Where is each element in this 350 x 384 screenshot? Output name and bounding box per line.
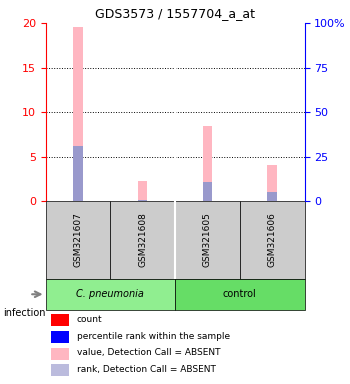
Bar — [267, 165, 277, 201]
Text: percentile rank within the sample: percentile rank within the sample — [77, 332, 230, 341]
Text: GSM321607: GSM321607 — [74, 213, 82, 267]
Text: GSM321605: GSM321605 — [203, 213, 212, 267]
FancyBboxPatch shape — [175, 279, 304, 310]
FancyBboxPatch shape — [46, 201, 110, 279]
FancyBboxPatch shape — [110, 201, 175, 279]
Text: count: count — [77, 315, 102, 324]
Text: GSM321608: GSM321608 — [138, 213, 147, 267]
Text: control: control — [223, 289, 257, 299]
Bar — [267, 192, 277, 201]
Bar — [73, 146, 83, 201]
Title: GDS3573 / 1557704_a_at: GDS3573 / 1557704_a_at — [95, 7, 255, 20]
Bar — [138, 182, 147, 201]
Bar — [51, 331, 69, 343]
FancyBboxPatch shape — [175, 201, 240, 279]
FancyBboxPatch shape — [46, 279, 175, 310]
Bar — [51, 314, 69, 326]
FancyBboxPatch shape — [240, 201, 304, 279]
Text: value, Detection Call = ABSENT: value, Detection Call = ABSENT — [77, 348, 220, 358]
Bar — [138, 200, 147, 201]
Bar — [203, 126, 212, 201]
Text: C. pneumonia: C. pneumonia — [76, 289, 144, 299]
Bar — [203, 182, 212, 201]
Text: GSM321606: GSM321606 — [268, 213, 276, 267]
Bar — [51, 348, 69, 360]
Text: infection: infection — [4, 308, 46, 318]
Bar — [51, 364, 69, 376]
Bar — [73, 28, 83, 201]
Text: rank, Detection Call = ABSENT: rank, Detection Call = ABSENT — [77, 365, 216, 374]
